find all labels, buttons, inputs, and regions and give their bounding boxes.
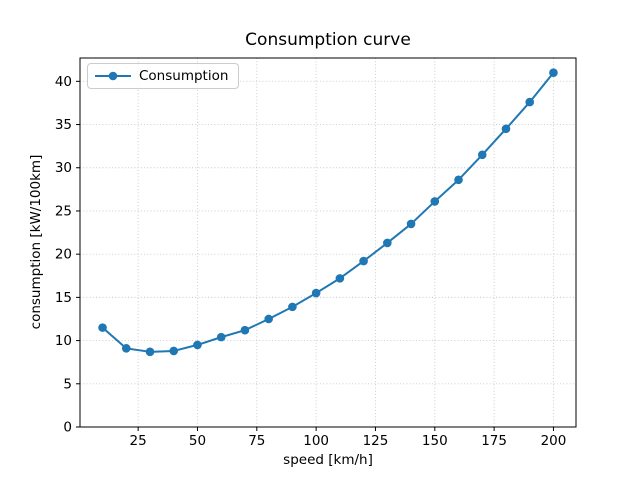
- data-point-marker: [454, 175, 463, 185]
- data-point-marker: [406, 219, 416, 229]
- data-point-marker: [193, 340, 202, 350]
- legend: Consumption: [87, 63, 240, 89]
- legend-marker-icon: [108, 71, 118, 81]
- x-tick-label: 50: [189, 433, 206, 449]
- data-point-marker: [501, 124, 511, 134]
- data-point-marker: [145, 347, 155, 357]
- data-point-marker: [98, 323, 107, 332]
- data-point-marker: [121, 344, 131, 353]
- x-tick-label: 25: [130, 433, 147, 449]
- data-point-marker: [477, 150, 487, 160]
- x-tick-label: 75: [248, 433, 265, 449]
- consumption-line: [101, 71, 555, 353]
- data-point-marker: [264, 314, 273, 324]
- data-point-marker: [311, 288, 321, 298]
- x-tick-label: 125: [363, 433, 389, 449]
- y-tick-label: 20: [55, 247, 72, 263]
- x-tick-label: 150: [422, 433, 448, 449]
- y-tick-label: 25: [55, 203, 72, 219]
- y-tick-label: 35: [55, 117, 72, 133]
- x-tick-label: 175: [481, 433, 507, 449]
- x-tick-label: 100: [303, 433, 329, 449]
- data-point-marker: [335, 274, 345, 283]
- data-point-marker: [430, 197, 440, 206]
- data-point-marker: [288, 302, 297, 312]
- data-point-marker: [216, 332, 226, 342]
- data-point-marker: [169, 346, 179, 356]
- y-axis-label: consumption [kW/100km]: [28, 154, 44, 330]
- chart-title: Consumption curve: [245, 30, 411, 50]
- data-point-marker: [549, 68, 558, 77]
- y-tick-label: 15: [55, 290, 72, 306]
- data-point-marker: [240, 325, 250, 335]
- y-tick-label: 30: [55, 160, 72, 176]
- legend-label: Consumption: [139, 68, 229, 84]
- plot-frame: [79, 57, 577, 428]
- x-tick-label: 200: [541, 433, 567, 449]
- legend-line-sample: [95, 71, 131, 81]
- data-point-marker: [383, 238, 392, 248]
- x-axis-label: speed [km/h]: [283, 452, 373, 468]
- data-point-marker: [359, 256, 368, 266]
- y-tick-label: 10: [55, 333, 72, 349]
- data-point-marker: [525, 97, 535, 107]
- y-tick-label: 5: [63, 376, 72, 392]
- y-tick-label: 40: [55, 74, 72, 90]
- y-tick-label: 0: [63, 420, 72, 436]
